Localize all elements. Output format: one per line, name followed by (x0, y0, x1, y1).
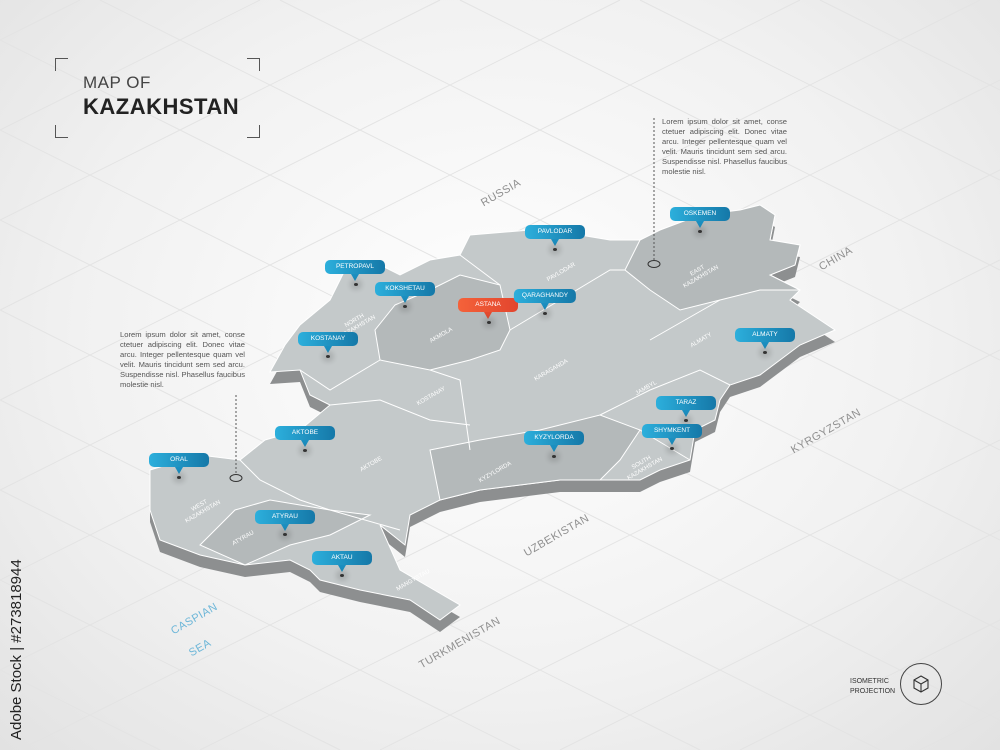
region-atyrau (199, 499, 372, 566)
city-pin-oskemen[interactable]: OSKEMEN (670, 207, 730, 228)
city-pin-pavlodar[interactable]: PAVLODAR (525, 225, 585, 246)
city-pin-astana-capital[interactable]: ASTANA (458, 298, 518, 319)
city-dot (684, 419, 688, 422)
grid-line (0, 489, 521, 750)
grid-line (0, 0, 441, 221)
grid-line (0, 579, 341, 750)
city-dot (552, 455, 556, 458)
city-dot (403, 305, 407, 308)
grid-line (19, 259, 1000, 750)
watermark-stock-id: Adobe Stock | #273818944 (8, 559, 25, 740)
grid-line (819, 0, 1000, 91)
grid-line (559, 529, 1000, 750)
city-pin-kyzylorda[interactable]: KYZYLORDA (524, 431, 584, 452)
grid-line (0, 0, 81, 41)
legend-line-2: PROJECTION (850, 688, 896, 695)
grid-line (0, 309, 881, 750)
city-dot (670, 447, 674, 450)
map-title-prefix: MAP OF (83, 73, 151, 92)
city-pin-aktobe[interactable]: AKTOBE (275, 426, 335, 447)
grid-line (379, 439, 1000, 750)
grid-line (459, 0, 1000, 271)
legend-line-1: ISOMETRIC (850, 678, 889, 685)
city-pin-almaty[interactable]: ALMATY (735, 328, 795, 349)
cube-icon (900, 663, 942, 705)
city-dot (543, 312, 547, 315)
city-pin-shymkent[interactable]: SHYMKENT (642, 424, 702, 445)
map-title: KAZAKHSTAN (83, 94, 240, 119)
frame-corner (55, 125, 68, 138)
city-dot (177, 476, 181, 479)
note-text-left: Lorem ipsum dolor sit amet, conse ctetue… (120, 330, 245, 389)
frame-corner (247, 58, 260, 71)
frame-corner (247, 125, 260, 138)
grid-line (0, 0, 801, 401)
city-dot (283, 533, 287, 536)
city-dot (553, 248, 557, 251)
city-pin-kostanay[interactable]: KOSTANAY (298, 332, 358, 353)
city-pin-qaraghandy[interactable]: QARAGHANDY (513, 289, 577, 310)
grid-line (0, 669, 161, 750)
city-pin-aktau[interactable]: AKTAU (312, 551, 372, 572)
frame-corner (55, 58, 68, 71)
city-dot (326, 355, 330, 358)
grid-line (279, 0, 1000, 361)
grid-line (0, 0, 261, 131)
city-pin-kokshetau[interactable]: KOKSHETAU (375, 282, 435, 303)
grid-line (739, 619, 1000, 750)
city-pin-petropavl[interactable]: PETROPAVL (325, 260, 385, 281)
note-anchor-right (647, 260, 661, 268)
city-dot (698, 230, 702, 233)
note-anchor-left (229, 474, 243, 482)
city-dot (763, 351, 767, 354)
grid-line (199, 349, 1000, 750)
note-text-right: Lorem ipsum dolor sit amet, conse ctetue… (662, 117, 787, 176)
city-pin-taraz[interactable]: TARAZ (656, 396, 716, 417)
city-pin-atyrau[interactable]: ATYRAU (255, 510, 315, 531)
city-dot (303, 449, 307, 452)
city-pin-oral[interactable]: ORAL (149, 453, 209, 474)
grid-line (919, 709, 1000, 750)
city-dot (340, 574, 344, 577)
city-dot (354, 283, 358, 286)
title-frame (55, 58, 260, 138)
grid-line (0, 0, 621, 311)
projection-legend-text: ISOMETRIC PROJECTION (850, 677, 895, 697)
region-kyzylorda (429, 414, 641, 501)
grid-line (639, 0, 1000, 181)
city-dot (487, 321, 491, 324)
